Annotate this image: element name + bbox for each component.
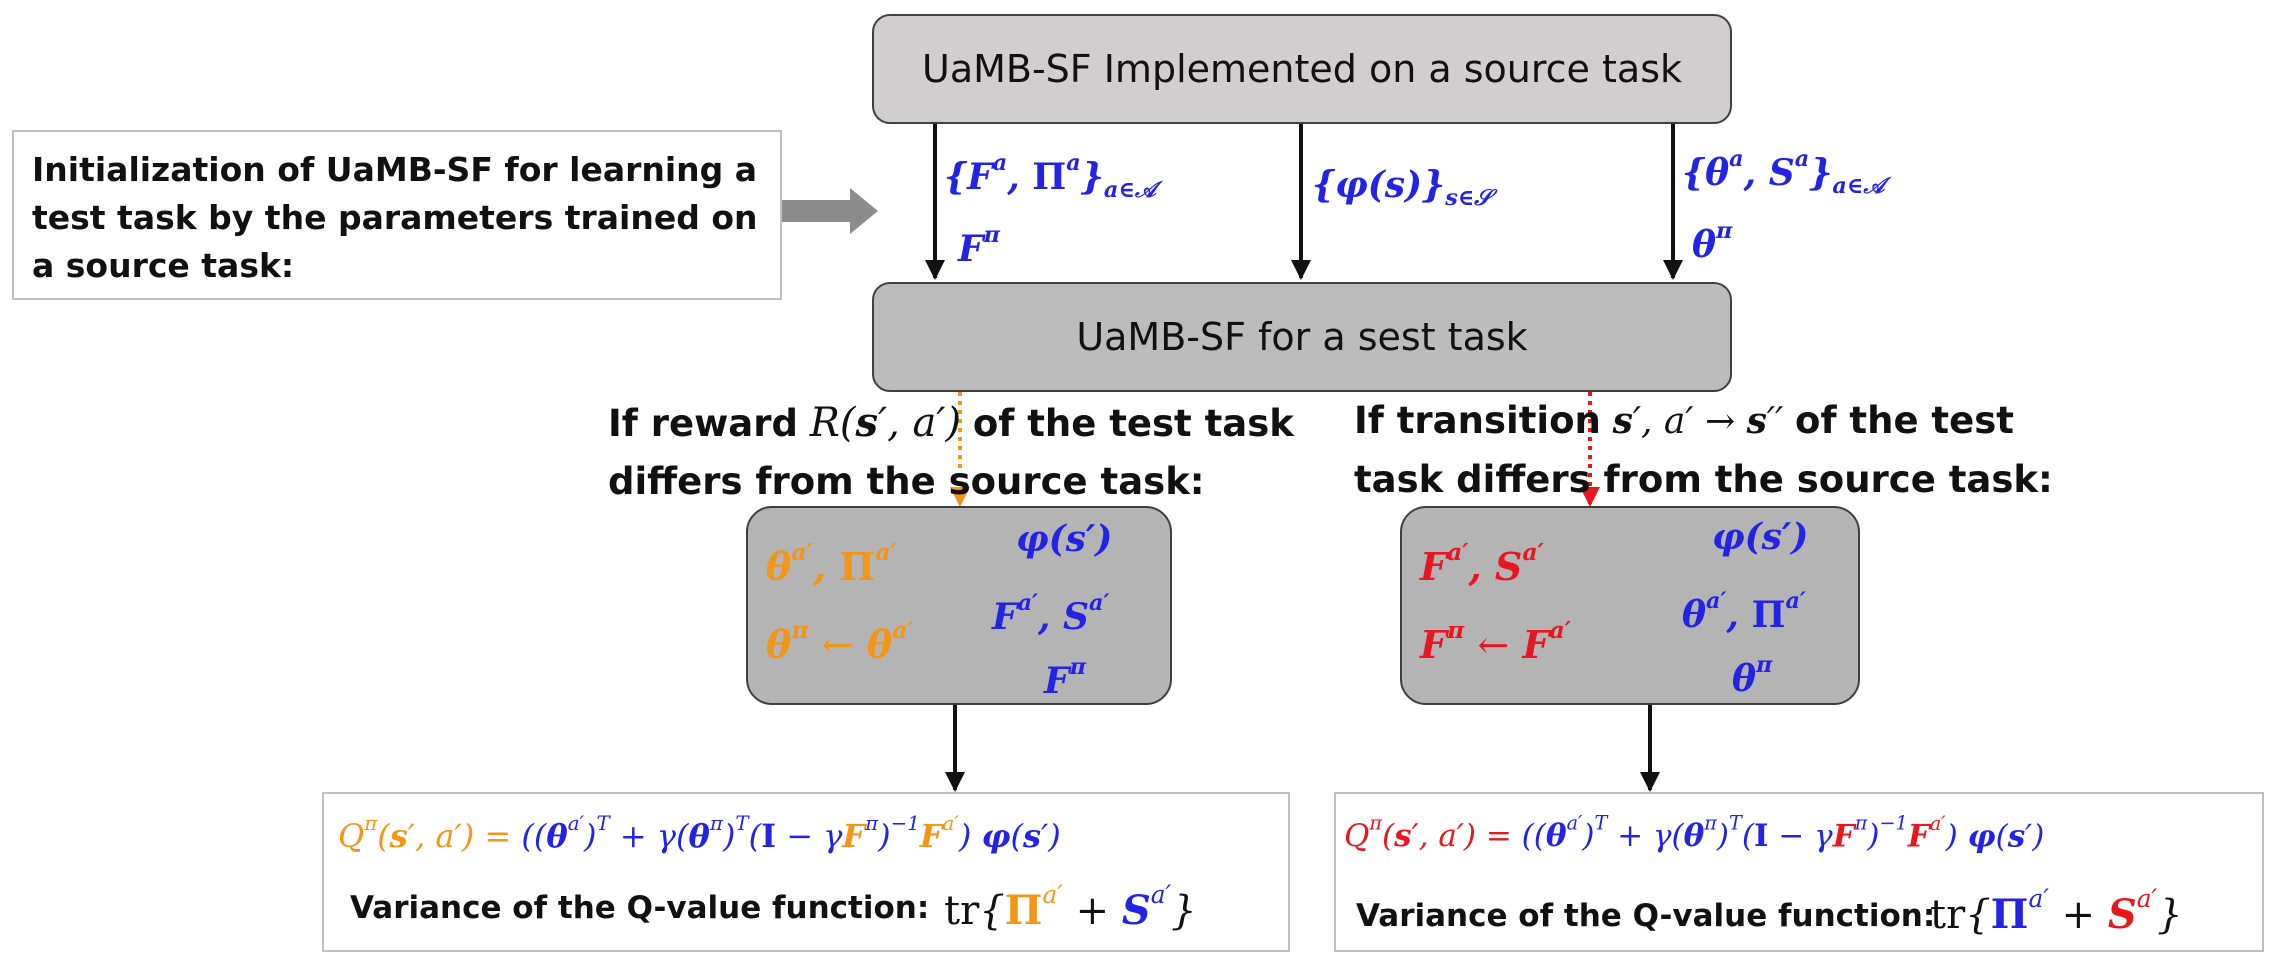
- reward-result-box: Qπ(s′, a′) = ((θa′)T + γ(θπ)T(I − γFπ)−1…: [322, 792, 1290, 952]
- left-variance-label: Variance of the Q-value function:: [350, 890, 930, 926]
- reward-suffix: of the test task: [972, 402, 1294, 445]
- initialization-text: Initialization of UaMB-SF for learning a…: [32, 150, 758, 285]
- left-variance-formula: tr{Πa′ + Sa′}: [944, 880, 1197, 935]
- left-reused-1: φ(s′): [1016, 518, 1113, 560]
- test-task-box: UaMB-SF for a sest task: [872, 282, 1732, 392]
- right-variance-formula: tr{Πa′ + Sa′}: [1930, 884, 2183, 939]
- left-updated-2: θπ ← θa′: [766, 616, 914, 668]
- transition-update-box: Fa′, Sa′ Fπ ← Fa′ φ(s′) θa′, Πa′ θπ: [1400, 506, 1860, 705]
- initialization-box: Initialization of UaMB-SF for learning a…: [12, 130, 782, 300]
- right-q-formula: Qπ(s′, a′) = ((θa′)T + γ(θπ)T(I − γFπ)−1…: [1344, 812, 2045, 855]
- label-theta-pi: θπ: [1692, 218, 1733, 266]
- transition-prefix: If transition: [1354, 399, 1601, 442]
- right-updated-1: Fa′, Sa′: [1420, 538, 1544, 590]
- right-variance-label: Variance of the Q-value function:: [1356, 898, 1936, 934]
- label-theta-s-set: {θa, Sa}a∈𝒜: [1682, 146, 1885, 199]
- label-phi-set: {φ(s)}s∈𝒮: [1312, 164, 1492, 211]
- right-reused-1: φ(s′): [1712, 516, 1809, 558]
- transition-result-box: Qπ(s′, a′) = ((θa′)T + γ(θπ)T(I − γFπ)−1…: [1334, 792, 2264, 952]
- right-reused-3: θπ: [1732, 652, 1773, 700]
- label-f-pi: Fπ: [958, 222, 1000, 270]
- right-reused-2: θa′, Πa′: [1682, 588, 1806, 636]
- transition-suffix: of the test: [1795, 399, 2014, 442]
- gray-block-arrow: [782, 188, 878, 234]
- reward-line2: differs from the source task:: [608, 460, 1205, 503]
- source-task-title: UaMB-SF Implemented on a source task: [922, 47, 1682, 91]
- test-task-title: UaMB-SF for a sest task: [1076, 315, 1528, 359]
- transition-condition: If transition s′, a′ → s′′ of the test t…: [1354, 399, 2053, 501]
- source-task-box: UaMB-SF Implemented on a source task: [872, 14, 1732, 124]
- reward-condition: If reward R(s′, a′) of the test task dif…: [608, 399, 1294, 503]
- left-updated-1: θa′, Πa′: [766, 538, 897, 590]
- left-reused-3: Fπ: [1044, 654, 1086, 702]
- left-q-formula: Qπ(s′, a′) = ((θa′)T + γ(θπ)T(I − γFπ)−1…: [338, 812, 1061, 855]
- reward-prefix: If reward: [608, 402, 798, 445]
- right-updated-2: Fπ ← Fa′: [1420, 616, 1571, 668]
- label-f-pi-set: {Fa, Πa}a∈𝒜: [944, 150, 1156, 203]
- reward-update-box: θa′, Πa′ θπ ← θa′ φ(s′) Fa′, Sa′ Fπ: [746, 506, 1172, 705]
- left-reused-2: Fa′, Sa′: [992, 590, 1110, 638]
- transition-line2: task differs from the source task:: [1354, 458, 2053, 501]
